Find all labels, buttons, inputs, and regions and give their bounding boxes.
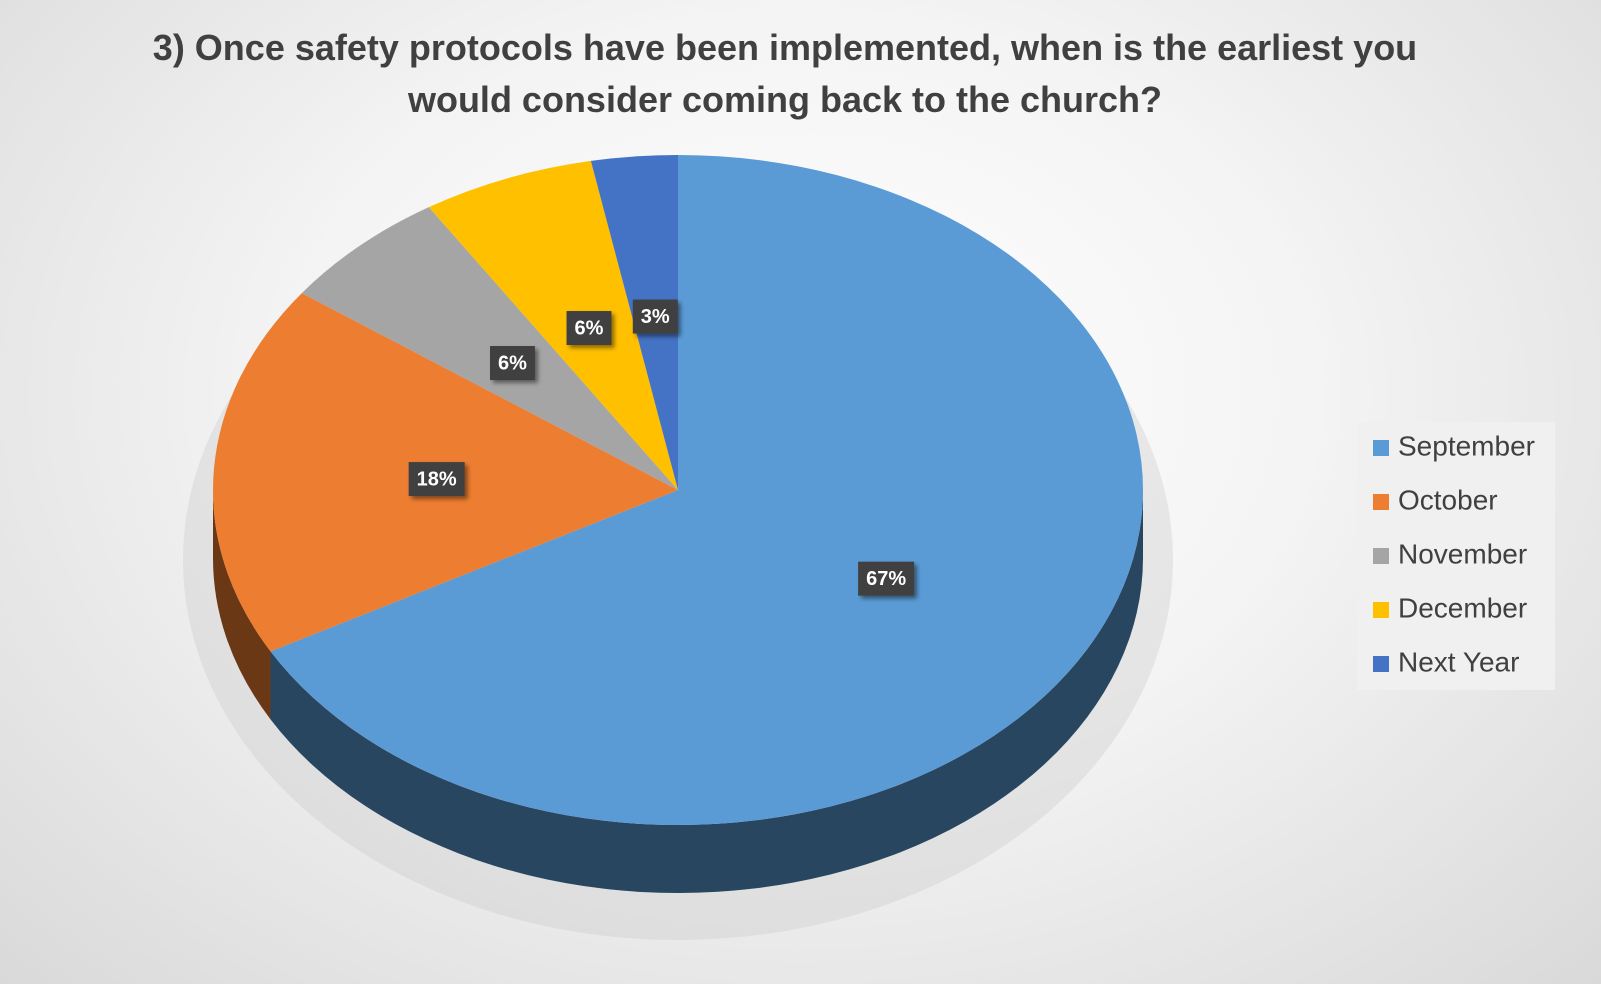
slice (301, 207, 678, 490)
data-label: 3% (632, 299, 678, 334)
data-label-box (490, 346, 535, 381)
data-label: 6% (490, 346, 535, 381)
legend-swatch (1373, 602, 1389, 618)
legend-swatch (1373, 494, 1389, 510)
legend-label: September (1398, 430, 1535, 461)
legend-swatch (1373, 548, 1389, 564)
data-label-box (566, 311, 612, 346)
data-label-text: 67% (866, 568, 906, 590)
slice (270, 155, 1143, 825)
data-label-text: 3% (641, 306, 670, 328)
data-label: 6% (566, 311, 612, 346)
chart-title: 3) Once safety protocols have been imple… (152, 27, 1418, 120)
legend-box (1357, 422, 1555, 690)
legend-swatch (1373, 656, 1389, 672)
data-label-box (408, 462, 465, 497)
data-label-box (632, 299, 678, 334)
legend-label: December (1398, 592, 1527, 623)
slice-side (270, 490, 1143, 893)
legend-swatch (1373, 440, 1389, 456)
data-label: 67% (858, 561, 915, 596)
data-label-text: 6% (575, 317, 604, 339)
legend-label: November (1398, 538, 1527, 569)
slice (428, 160, 678, 490)
legend-label: October (1398, 484, 1498, 515)
data-label-text: 18% (417, 468, 457, 490)
data-label-text: 6% (498, 352, 527, 374)
data-label-box (858, 561, 915, 596)
legend-label: Next Year (1398, 646, 1519, 677)
slice-side (213, 490, 271, 720)
data-label: 18% (408, 462, 465, 497)
